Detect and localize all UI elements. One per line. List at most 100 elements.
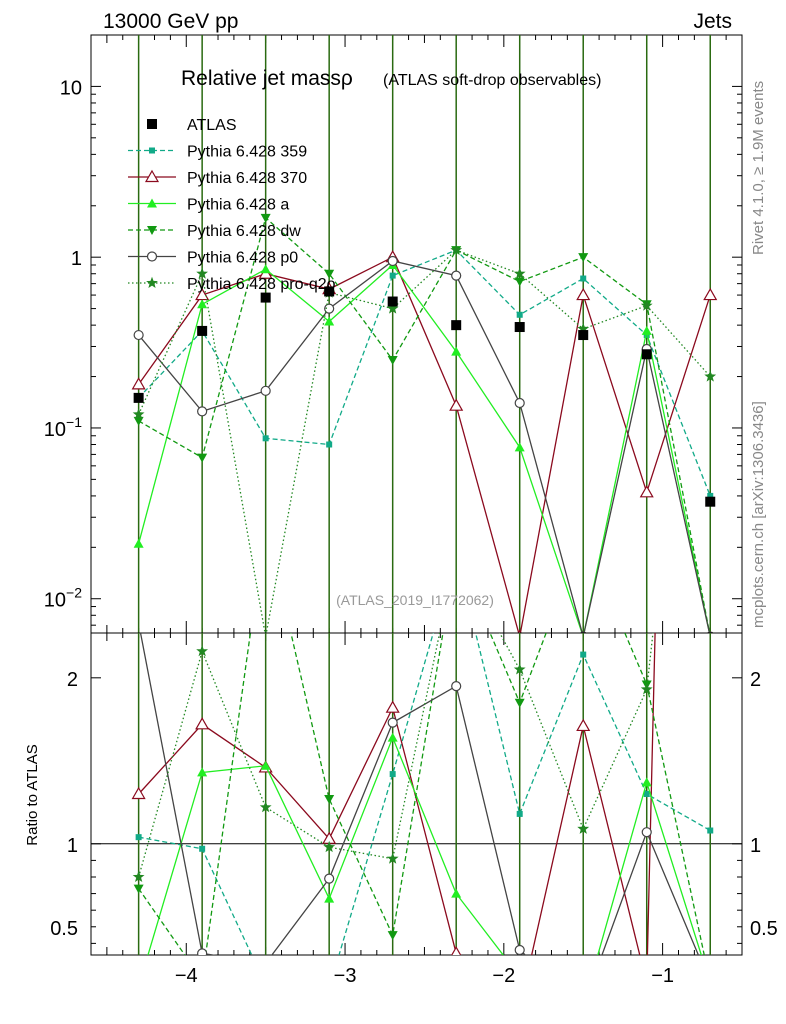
data-point [133, 392, 144, 403]
legend-marker [146, 276, 158, 288]
ratio-series-point [516, 810, 523, 817]
ratio-series-point [199, 845, 206, 852]
series-point [707, 492, 714, 499]
legend-label: Pythia 6.428 dw [187, 223, 301, 240]
series-point [264, 630, 267, 633]
ratio-series-point [135, 834, 142, 841]
data-point [387, 296, 398, 307]
ratio-series-point [641, 827, 652, 838]
data-point [514, 322, 525, 333]
side-label-bottom: mcplots.cern.ch [arXiv:1306.3436] [750, 401, 767, 628]
series-point [577, 322, 590, 334]
series-point [450, 243, 463, 256]
legend-label: Pythia 6.428 359 [187, 144, 307, 161]
ratio-series-point [387, 732, 398, 742]
series-point [514, 277, 525, 287]
series-line [138, 256, 711, 633]
ratio-series-point [577, 822, 590, 834]
series-point [639, 485, 654, 498]
legend-marker [149, 147, 155, 154]
ratio-series-point [513, 663, 526, 675]
series-point [197, 406, 208, 417]
ratio-series-point [263, 982, 269, 988]
ratio-series-point [326, 985, 332, 991]
data-point [451, 320, 462, 331]
series-point [324, 269, 335, 279]
series-point [517, 629, 522, 633]
series-point [578, 253, 589, 263]
x-tick-label: −3 [334, 965, 357, 987]
y-tick-label: 10 [60, 77, 82, 99]
ratio-series-point [514, 698, 525, 708]
header-right: Jets [693, 10, 732, 33]
series-line [138, 216, 711, 633]
y-tick-label: 1 [71, 248, 82, 270]
data-point [578, 330, 589, 341]
series-point [704, 370, 717, 382]
series-point [643, 332, 650, 339]
ratio-series-point [131, 786, 146, 800]
ratio-series-point [387, 931, 398, 941]
series-point [260, 385, 271, 396]
legend-marker [147, 119, 157, 129]
legend-marker [147, 226, 157, 235]
data-point [324, 286, 335, 297]
series-point [324, 303, 335, 314]
ratio-series-line [138, 633, 656, 955]
series-line [138, 264, 711, 633]
header-left: 13000 GeV pp [103, 10, 238, 33]
series-point [389, 272, 396, 279]
series-point [326, 441, 333, 448]
ratio-series-point [133, 884, 144, 894]
series-point [451, 270, 462, 281]
ratio-series-point [387, 717, 398, 728]
series-point [260, 213, 271, 223]
ratio-series-point [578, 1001, 588, 1010]
ratio-series-point [707, 827, 714, 834]
series-point [640, 299, 653, 311]
series-line [138, 249, 711, 633]
ratio-series-point [324, 873, 335, 884]
ratio-series-point [580, 651, 587, 658]
series-point [703, 287, 718, 301]
legend-label: Pythia 6.428 370 [187, 170, 307, 187]
series-point [580, 275, 587, 282]
ratio-series-point [197, 976, 207, 985]
ratio-series-point [196, 645, 208, 657]
series-point [514, 442, 525, 452]
ratio-series-point [323, 840, 336, 853]
ratio-series-point [451, 946, 462, 955]
series-point [262, 435, 269, 442]
series-point [516, 311, 523, 318]
x-tick-label: −4 [175, 965, 198, 987]
legend-label: Pythia 6.428 a [187, 197, 289, 214]
series-point [451, 346, 462, 356]
series-point [387, 355, 398, 365]
ratio-series-line [138, 633, 711, 955]
ratio-series-point [706, 979, 715, 988]
series-line [138, 260, 711, 633]
ratio-frame [90, 632, 743, 956]
data-point [260, 292, 271, 303]
ratio-series-point [260, 760, 271, 770]
ratio-series-point [643, 791, 650, 797]
ratio-y-tick-label: 2 [67, 669, 78, 691]
ratio-y-tick-label-right: 0.5 [750, 918, 778, 940]
series-point [197, 299, 208, 309]
ratio-series-point [514, 944, 525, 955]
series-point [133, 416, 144, 426]
ratio-series-point [324, 794, 335, 804]
series-point [132, 408, 145, 420]
series-point [131, 377, 146, 390]
legend-label: ATLAS [187, 117, 237, 134]
ratio-series-point [640, 683, 653, 695]
legend-label: Pythia 6.428 p0 [187, 250, 298, 267]
legend-label: Pythia 6.428 pro-q2o [187, 276, 336, 293]
x-tick-label: −2 [492, 965, 515, 987]
ratio-y-tick-label: 0.5 [50, 918, 78, 940]
chart-subtitle: (ATLAS soft-drop observables) [383, 72, 601, 89]
series-point [260, 264, 271, 274]
ratio-series-line [147, 735, 703, 955]
series-point [133, 329, 144, 341]
